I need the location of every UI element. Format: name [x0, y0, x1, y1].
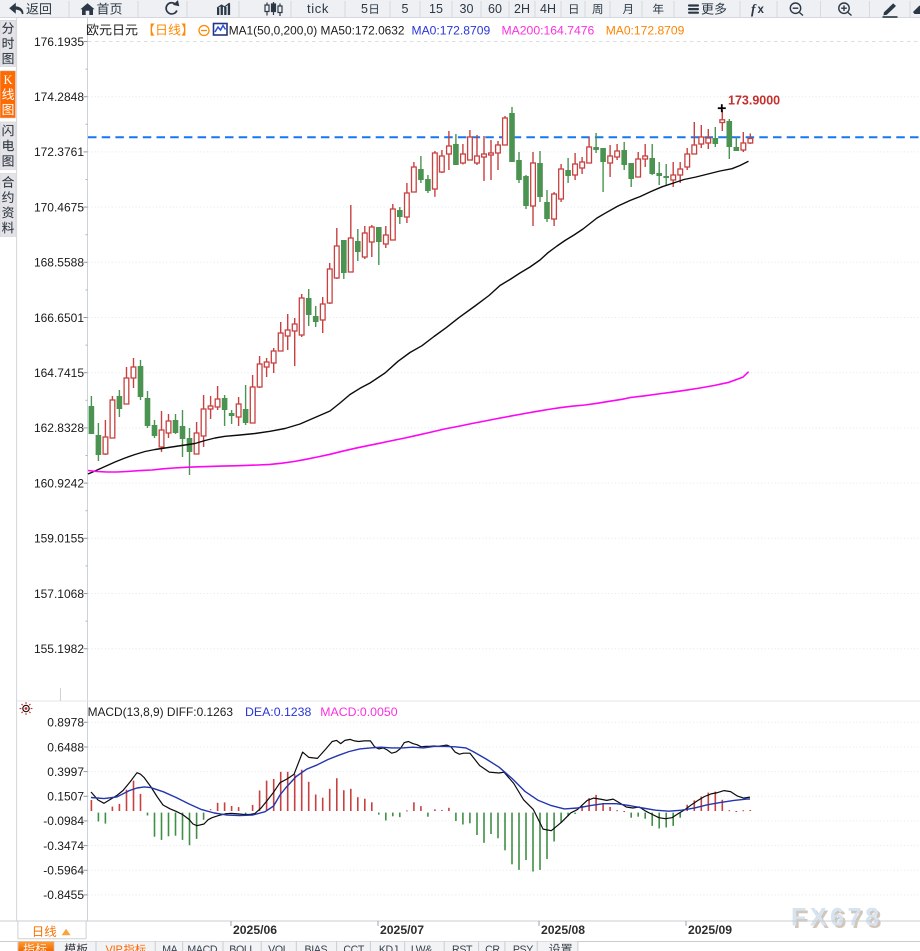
svg-text:-0.0984: -0.0984 [43, 814, 84, 828]
svg-text:168.5588: 168.5588 [34, 256, 84, 270]
svg-text:60: 60 [488, 2, 502, 16]
svg-text:MA1(50,0,200,0) MA50:172.0632: MA1(50,0,200,0) MA50:172.0632 [229, 23, 405, 37]
svg-text:5: 5 [402, 2, 409, 16]
svg-text:tick: tick [307, 1, 329, 16]
svg-text:f: f [751, 2, 757, 17]
svg-text:-0.5964: -0.5964 [43, 864, 84, 878]
svg-text:FX678: FX678 [791, 904, 883, 932]
svg-text:KDJ: KDJ [379, 944, 398, 951]
svg-text:157.1068: 157.1068 [34, 587, 84, 601]
svg-text:172.3761: 172.3761 [34, 145, 84, 159]
svg-text:RST: RST [452, 944, 473, 951]
svg-text:15: 15 [429, 2, 443, 16]
svg-text:-0.3474: -0.3474 [43, 839, 84, 853]
svg-text:CR: CR [485, 944, 500, 951]
svg-text:0.3997: 0.3997 [47, 765, 84, 779]
svg-text:166.6501: 166.6501 [34, 311, 84, 325]
svg-text:2025/08: 2025/08 [541, 923, 585, 937]
svg-text:VIP: VIP [106, 944, 123, 951]
svg-text:LW&: LW& [411, 944, 432, 951]
svg-text:2025/09: 2025/09 [688, 923, 732, 937]
svg-text:x: x [758, 4, 765, 16]
svg-text:FX678: FX678 [793, 906, 885, 934]
svg-text:174.2848: 174.2848 [34, 90, 84, 104]
svg-text:VOL: VOL [268, 944, 289, 951]
svg-text:0.6488: 0.6488 [47, 740, 84, 754]
svg-text:MACD:0.0050: MACD:0.0050 [320, 705, 397, 719]
svg-text:PSY: PSY [513, 944, 533, 951]
svg-text:0.8978: 0.8978 [47, 716, 84, 730]
svg-text:2H: 2H [514, 2, 530, 16]
svg-text:159.0155: 159.0155 [34, 532, 84, 546]
svg-text:0.1507: 0.1507 [47, 790, 84, 804]
svg-text:BOLL: BOLL [229, 944, 255, 951]
svg-text:170.4675: 170.4675 [34, 200, 84, 214]
svg-text:162.8328: 162.8328 [34, 421, 84, 435]
svg-text:155.1982: 155.1982 [34, 642, 84, 656]
svg-text:MA0:172.8709: MA0:172.8709 [606, 23, 685, 37]
svg-text:2025/06: 2025/06 [233, 923, 277, 937]
svg-text:K: K [3, 73, 12, 87]
svg-text:176.1935: 176.1935 [34, 35, 84, 49]
svg-text:5: 5 [361, 2, 368, 16]
svg-text:30: 30 [460, 2, 474, 16]
svg-text:DEA:0.1238: DEA:0.1238 [245, 705, 311, 719]
svg-text:MA200:164.7476: MA200:164.7476 [502, 23, 595, 37]
svg-text:173.9000: 173.9000 [728, 93, 780, 107]
svg-text:BIAS: BIAS [305, 944, 328, 951]
svg-text:-0.8455: -0.8455 [43, 888, 84, 902]
svg-text:MA: MA [162, 944, 178, 951]
svg-text:MA0:172.8709: MA0:172.8709 [412, 23, 491, 37]
svg-text:MACD(13,8,9) DIFF:0.1263: MACD(13,8,9) DIFF:0.1263 [88, 705, 234, 719]
svg-text:164.7415: 164.7415 [34, 366, 84, 380]
svg-text:4H: 4H [540, 2, 556, 16]
svg-text:CCT: CCT [343, 944, 365, 951]
svg-text:2025/07: 2025/07 [380, 923, 424, 937]
svg-text:160.9242: 160.9242 [34, 476, 84, 490]
svg-text:MACD: MACD [187, 944, 217, 951]
